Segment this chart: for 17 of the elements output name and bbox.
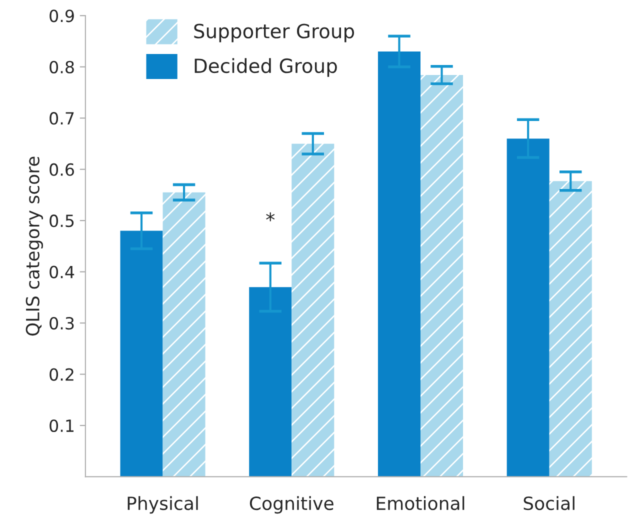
legend-label: Decided Group bbox=[194, 58, 337, 77]
y-tick-label: 0.3 bbox=[50, 316, 74, 330]
x-tick-label: Physical bbox=[128, 496, 198, 514]
legend-label: Supporter Group bbox=[194, 24, 354, 42]
y-axis-title: QLIS category score bbox=[26, 156, 43, 336]
y-tick-label: 0.2 bbox=[50, 368, 74, 381]
x-tick-label: Cognitive bbox=[250, 496, 334, 514]
y-tick-label: 0.6 bbox=[50, 163, 74, 176]
x-tick-label: Social bbox=[524, 496, 574, 510]
y-tick-label: 0.9 bbox=[50, 10, 74, 22]
y-tick-label: 0.8 bbox=[50, 60, 74, 74]
x-tick-label: Emotional bbox=[376, 496, 464, 510]
y-tick-label: 0.4 bbox=[50, 266, 74, 278]
y-tick-label: 0.1 bbox=[50, 419, 74, 432]
y-tick-label: 0.7 bbox=[50, 112, 74, 125]
y-tick-label: 0.5 bbox=[50, 214, 74, 228]
annotation: * bbox=[266, 212, 275, 222]
